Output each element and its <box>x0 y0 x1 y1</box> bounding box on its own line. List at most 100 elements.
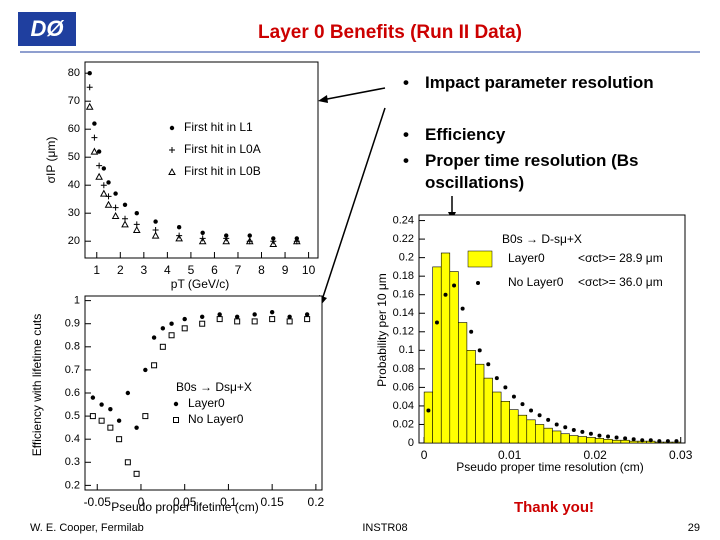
data-point <box>554 422 559 427</box>
data-point <box>87 71 92 76</box>
y-tick-label: 0.1 <box>399 344 414 356</box>
x-tick-label: 0.01 <box>498 448 522 462</box>
data-point <box>104 200 113 208</box>
data-point <box>469 329 474 334</box>
logo: DØ <box>31 16 65 41</box>
data-point <box>125 390 131 396</box>
legend-label: First hit in L0B <box>184 164 261 178</box>
data-point <box>503 385 508 390</box>
data-point <box>181 325 188 332</box>
data-point <box>200 230 205 235</box>
bullet: Efficiency <box>403 124 685 146</box>
histogram-bar <box>577 436 587 444</box>
y-tick-label: 0.2 <box>65 479 80 491</box>
data-point <box>304 312 310 317</box>
data-point <box>113 191 118 196</box>
histogram-bar <box>458 322 468 444</box>
data-point <box>571 428 576 433</box>
y-tick-label: 0.22 <box>393 233 414 245</box>
footer-event: INSTR08 <box>362 522 407 534</box>
data-point <box>623 436 628 441</box>
legend-marker <box>476 281 480 285</box>
legend-marker <box>173 401 179 407</box>
data-point <box>477 348 482 353</box>
data-point <box>217 312 222 317</box>
plot-frame <box>84 295 323 491</box>
data-point <box>175 234 183 242</box>
footer-page: 29 <box>688 522 700 534</box>
data-point <box>216 316 223 323</box>
data-point <box>292 237 301 245</box>
data-point <box>101 166 107 171</box>
y-tick-label: 0.12 <box>393 326 414 338</box>
legend-marker <box>169 147 175 153</box>
y-tick-label: 0.14 <box>393 307 414 319</box>
data-point <box>143 367 148 373</box>
slide-title: Layer 0 Benefits (Run II Data) <box>258 22 522 43</box>
y-tick-label: 20 <box>68 235 80 247</box>
x-tick-label: 0 <box>421 448 428 462</box>
histogram-bar <box>620 439 630 444</box>
legend-title: B0s → Dsμ+X <box>176 380 252 394</box>
data-point <box>452 283 457 288</box>
data-point <box>122 202 128 207</box>
legend-marker <box>169 125 175 131</box>
x-tick-label: 0.2 <box>308 495 325 509</box>
data-point <box>121 220 129 228</box>
y-tick-label: 0.24 <box>393 214 414 226</box>
data-point <box>588 431 593 436</box>
histogram-bar <box>432 266 442 444</box>
data-point <box>112 204 119 211</box>
y-tick-label: 0 <box>408 437 414 449</box>
legend-swatch <box>467 250 493 268</box>
y-tick-label: 0.16 <box>393 289 414 301</box>
y-tick-label: 1 <box>74 295 80 307</box>
y-tick-label: 0.4 <box>65 433 80 445</box>
y-axis-label: σIP (μm) <box>44 137 58 184</box>
data-point <box>134 211 139 216</box>
data-point <box>116 418 122 423</box>
legend-label: First hit in L0A <box>184 142 261 156</box>
data-point <box>287 314 292 319</box>
x-axis-label: Pseudo proper lifetime (cm) <box>111 500 258 514</box>
y-tick-label: 0.8 <box>65 341 80 353</box>
data-point <box>546 417 551 422</box>
x-tick-label: 10 <box>302 263 316 277</box>
x-tick-label: 9 <box>282 263 289 277</box>
data-point <box>95 172 103 180</box>
y-tick-label: 30 <box>68 207 80 219</box>
legend-label: Layer0 <box>188 396 225 410</box>
x-tick-label: -0.05 <box>84 495 112 509</box>
arrow <box>321 87 386 101</box>
legend-note: <σct>= 36.0 μm <box>578 275 663 289</box>
data-point <box>108 406 113 412</box>
y-tick-label: 80 <box>68 67 80 79</box>
x-tick-label: 0.02 <box>584 448 608 462</box>
y-tick-label: 0.06 <box>393 381 414 393</box>
histogram-bar <box>629 440 639 444</box>
legend-marker <box>168 167 176 175</box>
histogram-bar <box>594 438 605 444</box>
footer-author: W. E. Cooper, Fermilab <box>30 522 144 534</box>
y-tick-label: 0.04 <box>393 400 414 412</box>
data-point <box>631 437 636 442</box>
data-point <box>251 318 258 325</box>
data-point <box>606 434 611 439</box>
data-point <box>674 439 679 444</box>
data-point <box>460 306 465 311</box>
histogram-bar <box>560 433 570 444</box>
data-point <box>537 413 542 418</box>
data-point <box>247 233 252 238</box>
y-tick-label: 0.02 <box>393 418 414 430</box>
y-axis-label: Probability per 10 μm <box>375 273 389 387</box>
y-tick-label: 50 <box>68 151 80 163</box>
data-point <box>86 84 93 91</box>
legend-label: No Layer0 <box>508 275 564 289</box>
y-tick-label: 0.2 <box>399 252 414 264</box>
data-point <box>657 439 662 444</box>
histogram-bar <box>586 437 596 444</box>
bullet: Impact parameter resolution <box>403 72 685 94</box>
data-point <box>252 312 257 317</box>
x-tick-label: 5 <box>188 263 195 277</box>
